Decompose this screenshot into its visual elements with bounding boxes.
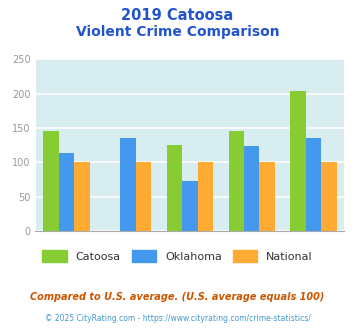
Bar [244,146,260,231]
Bar [59,153,74,231]
Bar [167,145,182,231]
Bar [306,138,321,231]
Bar [321,162,337,231]
Bar [43,131,59,231]
Legend: Catoosa, Oklahoma, National: Catoosa, Oklahoma, National [38,246,317,267]
Bar [229,131,244,231]
Text: 2019 Catoosa: 2019 Catoosa [121,8,234,23]
Bar [198,162,213,231]
Bar [290,91,306,231]
Text: Violent Crime Comparison: Violent Crime Comparison [76,25,279,39]
Bar [136,162,151,231]
Text: © 2025 CityRating.com - https://www.cityrating.com/crime-statistics/: © 2025 CityRating.com - https://www.city… [45,314,310,323]
Bar [260,162,275,231]
Bar [120,138,136,231]
Text: Compared to U.S. average. (U.S. average equals 100): Compared to U.S. average. (U.S. average … [30,292,325,302]
Bar [74,162,89,231]
Bar [182,181,198,231]
